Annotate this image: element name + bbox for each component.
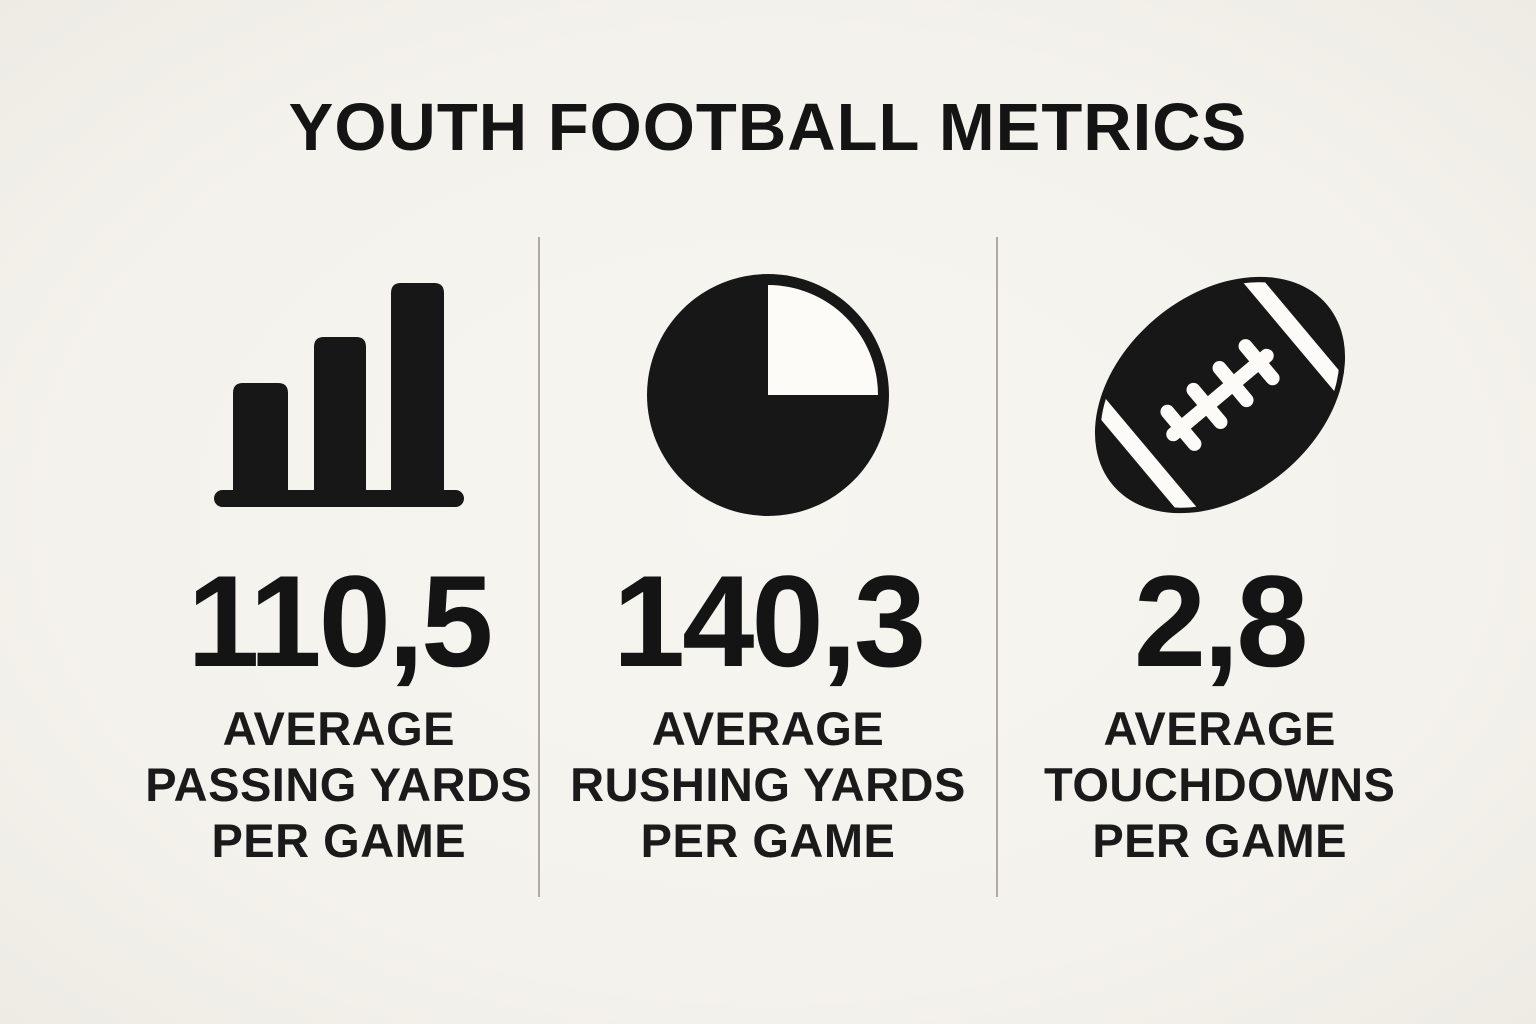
metric-label-line: RUSHING YARDS	[570, 758, 966, 811]
metric-value: 140,3	[612, 548, 926, 694]
metric-value: 110,5	[187, 548, 493, 694]
metric-label: AVERAGE PASSING YARDS PER GAME	[145, 701, 532, 869]
metric-label: AVERAGE RUSHING YARDS PER GAME	[570, 701, 966, 869]
metric-label-line: AVERAGE	[1103, 702, 1336, 755]
metric-rushing-yards: 140,3 AVERAGE RUSHING YARDS PER GAME	[537, 237, 999, 897]
metric-value: 2,8	[1133, 548, 1309, 694]
metric-passing-yards: 110,5 AVERAGE PASSING YARDS PER GAME	[0, 237, 538, 897]
football-icon	[1089, 270, 1350, 520]
bar-chart-icon	[213, 270, 464, 520]
metric-label-line: PER GAME	[640, 814, 896, 867]
metric-label: AVERAGE TOUCHDOWNS PER GAME	[1044, 701, 1395, 869]
metric-label-line: PER GAME	[211, 814, 467, 867]
metric-label-line: AVERAGE	[222, 702, 456, 755]
metric-label-line: TOUCHDOWNS	[1043, 758, 1396, 811]
pie-chart-icon	[645, 270, 891, 520]
metric-touchdowns: 2,8 AVERAGE TOUCHDOWNS PER GAME	[998, 237, 1536, 897]
metrics-row: 110,5 AVERAGE PASSING YARDS PER GAME 140…	[0, 237, 1536, 897]
metric-label-line: PASSING YARDS	[145, 758, 533, 811]
page-title: YOUTH FOOTBALL METRICS	[288, 90, 1248, 165]
metric-label-line: PER GAME	[1092, 814, 1348, 867]
metric-label-line: AVERAGE	[651, 702, 885, 755]
